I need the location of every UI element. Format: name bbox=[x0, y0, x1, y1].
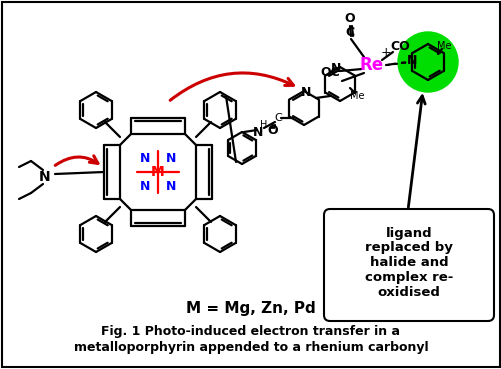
Text: H: H bbox=[260, 120, 267, 130]
Text: N: N bbox=[140, 179, 150, 193]
Text: OC: OC bbox=[320, 66, 339, 79]
Text: N: N bbox=[165, 152, 176, 165]
Circle shape bbox=[397, 32, 457, 92]
Text: N: N bbox=[300, 86, 311, 99]
Text: Re: Re bbox=[359, 56, 383, 74]
Text: Me: Me bbox=[349, 91, 364, 101]
Text: Me: Me bbox=[436, 41, 450, 51]
Text: N: N bbox=[39, 170, 51, 184]
Text: O: O bbox=[267, 124, 278, 138]
Text: N: N bbox=[253, 127, 263, 139]
Text: Fig. 1 Photo-induced electron transfer in a: Fig. 1 Photo-induced electron transfer i… bbox=[101, 325, 400, 338]
Text: CO: CO bbox=[389, 41, 409, 54]
Text: M: M bbox=[151, 165, 164, 179]
Text: N: N bbox=[165, 179, 176, 193]
Text: N: N bbox=[140, 152, 150, 165]
Text: ligand
replaced by
halide and
complex re-
oxidised: ligand replaced by halide and complex re… bbox=[364, 227, 452, 300]
Text: +: + bbox=[380, 46, 391, 59]
Text: M = Mg, Zn, Pd: M = Mg, Zn, Pd bbox=[186, 300, 315, 315]
Text: C: C bbox=[345, 27, 354, 39]
Text: N: N bbox=[330, 62, 341, 76]
FancyBboxPatch shape bbox=[323, 209, 493, 321]
Text: metalloporphyrin appended to a rhenium carbonyl: metalloporphyrin appended to a rhenium c… bbox=[74, 341, 427, 355]
Text: O: O bbox=[344, 13, 355, 25]
Text: N: N bbox=[406, 54, 416, 66]
Text: C: C bbox=[274, 113, 282, 123]
